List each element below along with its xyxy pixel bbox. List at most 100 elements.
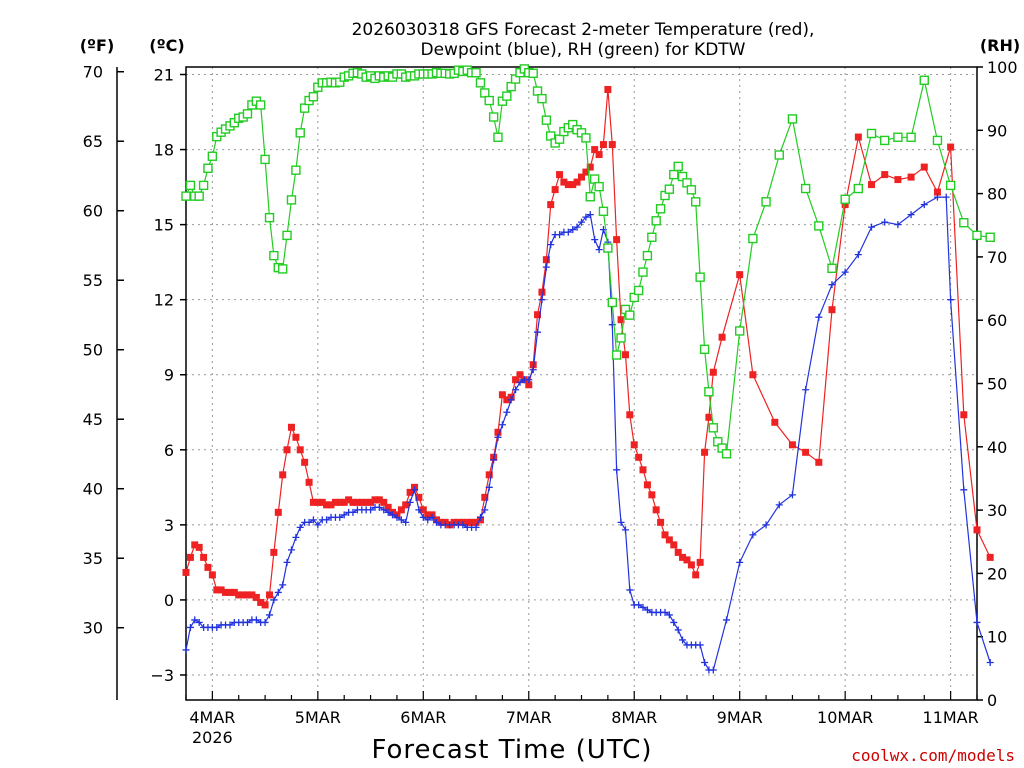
temperature-point xyxy=(468,518,476,526)
dewpoint-point xyxy=(226,621,234,629)
dewpoint-point xyxy=(679,636,687,644)
temperature-point xyxy=(595,151,603,159)
rh-point xyxy=(291,165,301,175)
temperature-point xyxy=(213,586,221,594)
temperature-point xyxy=(358,498,366,506)
rh-point xyxy=(269,250,279,261)
rh-point xyxy=(537,93,547,104)
temperature-point xyxy=(375,496,383,504)
rh-point xyxy=(260,154,270,165)
temperature-point xyxy=(547,201,555,209)
temperature-point xyxy=(336,498,344,506)
fahrenheit-tick-label: 35 xyxy=(83,549,103,568)
rh-point xyxy=(607,297,617,308)
dewpoint-point xyxy=(947,296,955,304)
dewpoint-point xyxy=(674,626,682,634)
temperature-point xyxy=(340,498,348,506)
celsius-tick-label: 6 xyxy=(164,441,174,460)
rh-point xyxy=(506,81,516,92)
dewpoint-point xyxy=(670,618,678,626)
temperature-point xyxy=(538,288,546,296)
temperature-point xyxy=(481,493,489,501)
rh-point xyxy=(532,86,543,96)
temperature-point xyxy=(257,598,265,606)
rh-point xyxy=(611,350,622,360)
rh-point xyxy=(932,135,943,146)
dewpoint-point xyxy=(802,386,810,394)
temperature-point xyxy=(613,236,621,244)
celsius-tick-label: 12 xyxy=(154,291,174,310)
rh-point xyxy=(598,206,609,217)
x-tick-label: 5MAR xyxy=(295,708,341,727)
temperature-point xyxy=(367,498,375,506)
temperature-point xyxy=(353,498,361,506)
rh-point xyxy=(959,218,969,228)
rh-tick-label: 90 xyxy=(987,121,1007,140)
rh-point xyxy=(471,67,481,78)
rh-point xyxy=(748,233,758,244)
temperature-point xyxy=(195,543,203,551)
rh-point xyxy=(840,194,850,204)
rh-point xyxy=(673,161,683,172)
temperature-point xyxy=(986,553,994,561)
temperature-point xyxy=(274,508,282,516)
temperature-point xyxy=(309,498,317,506)
dewpoint-point xyxy=(507,396,515,404)
temperature-point xyxy=(252,593,260,601)
dewpoint-point xyxy=(476,513,484,521)
dewpoint-point xyxy=(635,601,643,609)
x-tick-year-label: 2026 xyxy=(192,728,233,747)
rh-point xyxy=(972,230,982,241)
dewpoint-point xyxy=(432,518,440,526)
dewpoint-point xyxy=(854,251,862,259)
rh-point xyxy=(761,197,771,207)
temperature-point xyxy=(301,458,309,466)
dewpoint-point xyxy=(266,611,274,619)
temperature-point xyxy=(283,446,291,454)
temperature-point xyxy=(542,256,550,264)
dewpoint-point xyxy=(309,516,317,524)
rh-point xyxy=(616,333,626,343)
temperature-point xyxy=(661,531,669,539)
dewpoint-point xyxy=(415,506,423,514)
temperature-point xyxy=(639,466,647,474)
celsius-tick-label: 3 xyxy=(164,516,174,535)
temperature-point xyxy=(217,586,225,594)
rh-point xyxy=(866,128,877,139)
temperature-point xyxy=(384,503,392,511)
rh-tick-label: 0 xyxy=(987,691,997,710)
rh-tick-label: 80 xyxy=(987,185,1007,204)
rh-point xyxy=(814,221,824,231)
dewpoint-point xyxy=(287,546,295,554)
dewpoint-point xyxy=(367,506,375,514)
temperature-point xyxy=(868,181,876,189)
rh-point xyxy=(207,151,218,161)
dewpoint-point xyxy=(419,513,427,521)
dewpoint-point xyxy=(279,581,287,589)
rh-point xyxy=(242,109,253,119)
dewpoint-point xyxy=(942,193,950,201)
chart-title-line2: Dewpoint (blue), RH (green) for KDTW xyxy=(420,40,745,60)
dewpoint-point xyxy=(296,523,304,531)
dewpoint-point xyxy=(723,616,731,624)
rh-point xyxy=(721,449,732,459)
temperature-point xyxy=(933,188,941,196)
dewpoint-point xyxy=(661,608,669,616)
rh-point xyxy=(181,191,191,201)
dewpoint-point xyxy=(868,223,876,231)
dewpoint-point xyxy=(340,511,348,519)
dewpoint-point xyxy=(270,596,278,604)
temperature-point xyxy=(617,316,625,324)
temperature-point xyxy=(621,351,629,359)
rh-tick-label: 20 xyxy=(987,564,1007,583)
rh-point xyxy=(484,95,494,106)
rh-point xyxy=(488,112,499,122)
rh-point xyxy=(502,91,512,101)
temperature-point xyxy=(331,498,339,506)
temperature-point xyxy=(788,441,796,449)
dewpoint-point xyxy=(393,513,401,521)
rh-point xyxy=(704,387,714,397)
temperature-point xyxy=(292,433,300,441)
rh-point xyxy=(638,267,648,277)
temperature-point xyxy=(525,381,533,389)
